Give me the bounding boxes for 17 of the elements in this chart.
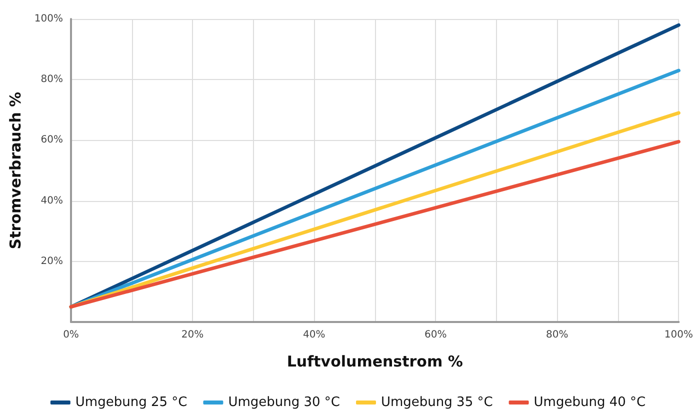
legend-label: Umgebung 25 °C (75, 395, 188, 410)
x-tick-label: 60% (424, 330, 447, 340)
y-tick-label: 100% (34, 14, 63, 24)
legend-label: Umgebung 30 °C (228, 395, 340, 410)
y-axis-title: Stromverbrauch % (6, 92, 24, 250)
y-tick-label: 40% (40, 195, 63, 206)
legend-label: Umgebung 40 °C (534, 395, 646, 410)
x-tick-label: 40% (302, 330, 326, 340)
x-tick-label: 80% (546, 330, 568, 340)
x-tick-label: 100% (664, 330, 694, 340)
x-tick-label: 20% (181, 330, 204, 340)
y-tick-label: 60% (40, 134, 63, 146)
x-axis-title: Luftvolumenstrom % (286, 352, 463, 370)
y-tick-label: 80% (40, 74, 63, 86)
legend-label: Umgebung 35 °C (381, 395, 493, 410)
y-tick-label: 20% (40, 256, 63, 267)
x-tick-label: 0% (63, 330, 79, 340)
